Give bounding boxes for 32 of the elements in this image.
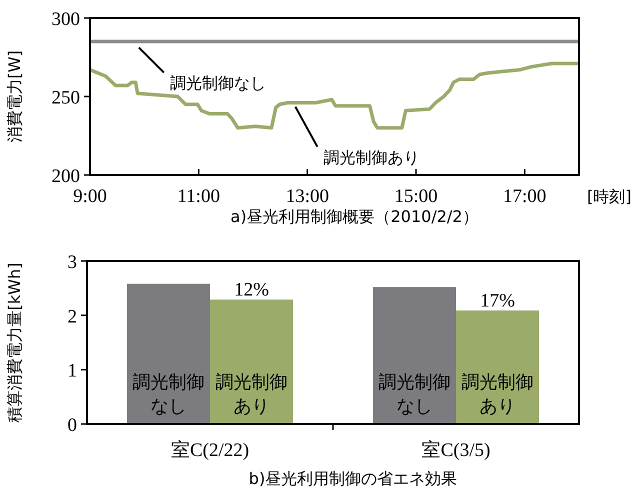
bar xyxy=(372,287,456,424)
x-axis-title: [時刻] xyxy=(587,187,632,206)
x-tick-label: 室C(3/5) xyxy=(422,439,490,461)
bar xyxy=(456,310,540,424)
text: b)昼光利用制御の省エネ効果 xyxy=(248,469,458,488)
x-tick-label: 9:00 xyxy=(73,186,107,207)
y-tick-label: 3 xyxy=(68,252,77,273)
series-label: 調光制御なし xyxy=(132,372,204,417)
bar xyxy=(210,300,294,424)
y-tick-label: 200 xyxy=(52,166,80,187)
y-tick-label: 1 xyxy=(68,360,77,382)
x-tick-label: 11:00 xyxy=(177,186,220,207)
y-tick-label: 0 xyxy=(68,415,77,436)
x-tick-label: 室C(2/22) xyxy=(170,439,250,461)
y-tick-label: 2 xyxy=(68,306,77,328)
series-label: 調光制御あり xyxy=(216,372,288,417)
y-axis-title: 積算消費電力量[kWh] xyxy=(5,262,24,422)
annotation: 17% xyxy=(480,290,516,312)
y-axis-title: 消費電力[W] xyxy=(5,50,24,143)
text: 調光制御なし xyxy=(378,372,450,417)
bar xyxy=(126,284,210,424)
line-series xyxy=(88,62,581,130)
x-tick-label: 15:00 xyxy=(394,186,438,207)
series-label: 調光制御なし xyxy=(170,74,266,93)
y-tick-label: 300 xyxy=(52,9,80,30)
series-label: 調光制御あり xyxy=(323,148,420,167)
x-tick-label: 17:00 xyxy=(503,186,546,207)
text: 調光制御あり xyxy=(462,372,534,417)
annotation: 12% xyxy=(234,280,270,301)
text: a)昼光利用制御概要（2010/2/2） xyxy=(230,207,478,226)
y-tick-label: 250 xyxy=(52,88,80,108)
x-tick-label: 13:00 xyxy=(286,186,329,207)
